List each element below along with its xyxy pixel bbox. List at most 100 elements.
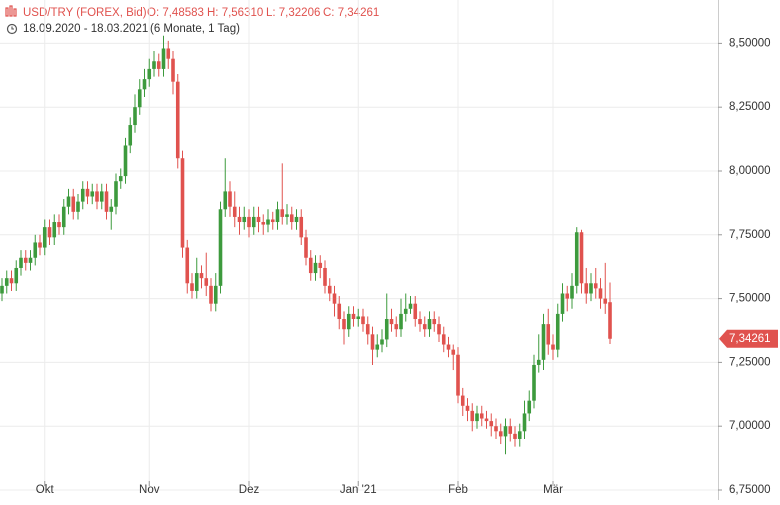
candle-body: [427, 319, 432, 330]
candle-body: [565, 293, 570, 299]
candle-body: [384, 319, 389, 340]
candle-body: [479, 413, 484, 419]
candle-body: [270, 219, 275, 223]
candle-body: [570, 285, 574, 299]
candle-body: [90, 191, 95, 197]
candle-body: [517, 431, 522, 439]
candle-body: [541, 324, 546, 360]
candle-body: [175, 81, 180, 159]
candle-body: [42, 227, 47, 248]
x-tick-label: Feb: [448, 484, 468, 496]
candle-body: [66, 196, 71, 207]
candle-body: [47, 227, 52, 238]
last-price-label: 7,34261: [729, 333, 771, 345]
candle-body: [109, 206, 114, 212]
candle-body: [318, 262, 323, 268]
candle-body: [294, 216, 299, 223]
candle-body: [223, 191, 228, 210]
candle-body: [185, 247, 190, 284]
candle-body: [14, 267, 19, 284]
candle-body: [327, 285, 332, 294]
candle-body: [489, 421, 494, 427]
candle-body: [23, 257, 28, 263]
candle-body: [304, 237, 308, 258]
candle-body: [4, 278, 9, 286]
candle-body: [152, 61, 156, 69]
candle-body: [180, 158, 185, 248]
candle-body: [118, 176, 123, 182]
candle-body: [166, 48, 171, 59]
candle-body: [441, 334, 446, 345]
header-icon: [5, 5, 17, 17]
candle-body: [209, 285, 213, 304]
candle-body: [204, 278, 209, 286]
candle-body: [337, 303, 342, 320]
candle-body: [99, 191, 104, 202]
ohlc-low: L: 7,32206: [266, 7, 320, 19]
candle-body: [346, 313, 351, 330]
candle-body: [147, 68, 152, 80]
candle-body: [432, 319, 437, 325]
candle-body: [380, 339, 384, 345]
candle-body: [237, 216, 242, 223]
candle-body: [28, 257, 33, 263]
candle-body: [536, 359, 541, 365]
candle-body: [584, 283, 589, 294]
date-range: 18.09.2020 - 18.03.2021: [23, 23, 148, 35]
candle-body: [394, 324, 399, 330]
candle-body: [323, 267, 327, 286]
candle-body: [52, 222, 57, 238]
candle-body: [418, 319, 422, 325]
candle-body: [61, 206, 66, 228]
clock-icon: [6, 23, 18, 35]
candle-body: [161, 48, 166, 69]
candle-body: [275, 209, 280, 223]
candle-body: [76, 201, 80, 212]
ohlc-high: H: 7,56310: [207, 7, 263, 19]
candle-body: [33, 242, 38, 258]
candle-body: [370, 334, 375, 350]
period: (6 Monate, 1 Tag): [150, 23, 240, 35]
candle-body: [85, 188, 90, 197]
candle-body: [579, 232, 584, 284]
candle-body: [422, 324, 427, 330]
candle-body: [308, 257, 313, 274]
candle-body: [251, 216, 256, 228]
candle-body: [437, 324, 441, 335]
candle-body: [513, 433, 517, 439]
candle-body: [190, 283, 194, 291]
candle-body: [142, 79, 147, 90]
x-tick-label: Mär: [543, 484, 563, 496]
candle-body: [375, 344, 380, 350]
candle-body: [589, 283, 593, 294]
candle-body: [451, 349, 456, 355]
y-tick-label: 7,50000: [729, 293, 771, 305]
y-tick-label: 8,25000: [729, 101, 771, 113]
candle-body: [299, 216, 304, 238]
candle-body: [261, 222, 266, 225]
y-tick-label: 7,00000: [729, 420, 771, 432]
candle-body: [242, 216, 247, 223]
candle-body: [361, 316, 365, 325]
candle-body: [494, 426, 498, 432]
candle-body: [38, 242, 42, 248]
candle-body: [574, 232, 579, 286]
candle-body: [351, 313, 356, 320]
candle-body: [598, 288, 603, 299]
candle-body: [171, 58, 175, 82]
candle-body: [560, 293, 565, 314]
candle-body: [546, 324, 551, 345]
candle-body: [342, 319, 346, 330]
y-tick-label: 6,75000: [729, 484, 771, 496]
candle-body: [332, 293, 337, 304]
x-tick-label: Dez: [239, 484, 260, 496]
candle-body: [95, 191, 99, 202]
candle-body: [365, 324, 370, 335]
candle-body: [408, 303, 413, 309]
candle-body: [527, 400, 532, 414]
y-tick-label: 7,25000: [729, 356, 771, 368]
candle-body: [228, 191, 232, 207]
candle-body: [475, 413, 479, 422]
candle-body: [123, 145, 128, 177]
